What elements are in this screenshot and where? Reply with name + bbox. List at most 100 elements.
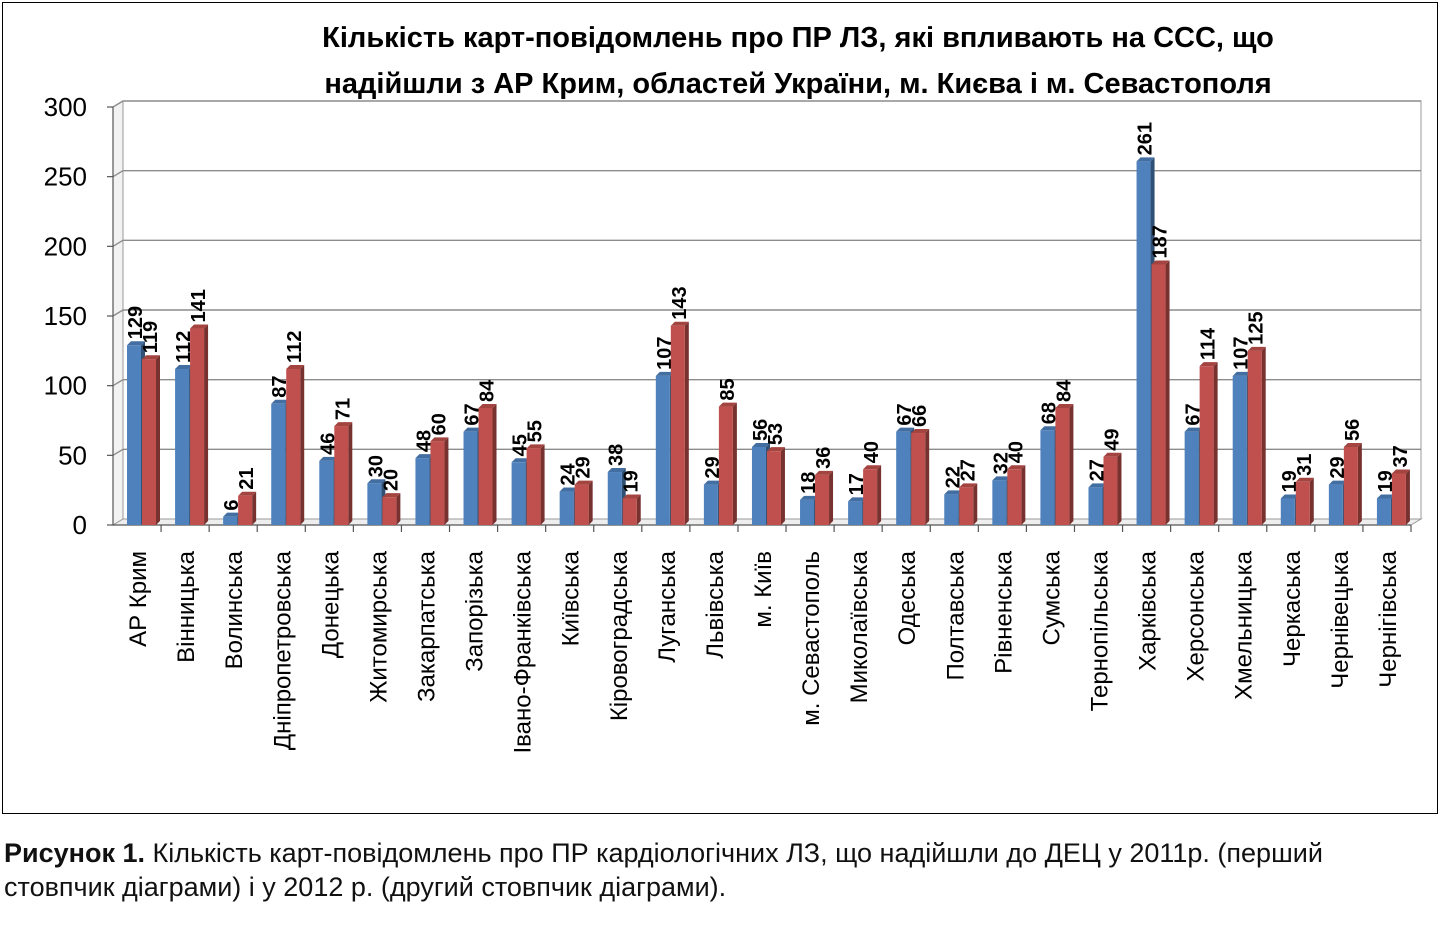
bar-top (559, 487, 578, 492)
data-label: 24 (558, 462, 580, 485)
bar-side (156, 355, 160, 525)
bar-top (848, 497, 867, 502)
bar-top (1295, 477, 1314, 482)
bar-2012 (526, 448, 541, 525)
x-category-label: Рівненська (990, 550, 1017, 673)
bar-top (334, 422, 353, 427)
x-category-label: Волинська (221, 550, 248, 669)
x-category-label: Запорізька (462, 550, 489, 671)
bar-2012 (1007, 469, 1022, 525)
bar-top (911, 429, 930, 434)
bar-2011 (848, 501, 863, 525)
data-label: 66 (909, 405, 931, 427)
figure-caption: Рисунок 1. Кількість карт-повідомлень пр… (4, 836, 1438, 904)
data-label: 129 (125, 306, 147, 339)
bar-top (286, 364, 305, 369)
bar-top (1088, 483, 1107, 488)
bar-top (1391, 469, 1410, 474)
bar-2011 (367, 483, 382, 525)
y-tick-label: 150 (44, 301, 87, 331)
bar-top (800, 495, 819, 500)
bar-side (1309, 477, 1314, 525)
gridline (112, 309, 1421, 317)
bar-2011 (703, 484, 718, 525)
data-label: 112 (173, 331, 195, 363)
bar-top (1151, 260, 1170, 265)
bar-2011 (1040, 430, 1055, 525)
bar-2012 (863, 469, 878, 525)
bar-2012 (911, 433, 926, 525)
bar-top (526, 444, 545, 449)
bar-top (190, 324, 209, 329)
bar-top (751, 442, 770, 447)
bar-top (382, 493, 401, 498)
bar-top (718, 402, 737, 407)
data-label: 67 (894, 403, 916, 425)
x-category-label: Житомирська (365, 550, 392, 702)
data-label: 114 (1198, 327, 1220, 360)
x-category-label: Івано-Франківська (510, 550, 537, 753)
bar-2011 (1088, 487, 1103, 525)
bar-2012 (622, 498, 637, 525)
data-label: 30 (365, 455, 387, 477)
x-category-label: м. Севастополь (798, 551, 825, 726)
x-category-label: Полтавська (942, 550, 969, 680)
bar-side (684, 321, 689, 525)
data-label: 22 (942, 466, 964, 488)
bar-2012 (190, 328, 205, 525)
bar-side (1165, 260, 1170, 525)
bar-2011 (175, 368, 190, 525)
bar-2012 (334, 426, 349, 525)
x-category-label: Миколаївська (846, 550, 873, 703)
data-label: 27 (1086, 459, 1108, 481)
bar-top (1103, 452, 1122, 457)
y-tick-label: 300 (44, 92, 87, 122)
data-label: 125 (1246, 311, 1268, 344)
data-label: 119 (140, 321, 162, 353)
bar-2012 (1103, 456, 1118, 525)
bar-side (540, 444, 545, 525)
x-category-label: Кіровоградська (606, 550, 633, 721)
bar-2012 (478, 407, 493, 525)
bar-top (319, 456, 338, 461)
bar-2012 (766, 451, 781, 525)
data-label: 67 (462, 403, 484, 425)
bar-side (252, 491, 257, 525)
x-category-label: Черкаська (1279, 550, 1306, 667)
bar-top (271, 399, 290, 404)
bar-top (703, 480, 722, 485)
bar-2011 (271, 403, 286, 525)
bar-2012 (1247, 350, 1262, 525)
y-tick-label: 250 (44, 162, 87, 192)
bar-top (142, 355, 160, 360)
bar-2011 (607, 472, 622, 525)
bar-top (944, 490, 963, 495)
bar-2011 (1328, 484, 1343, 525)
data-label: 45 (510, 434, 532, 456)
data-label: 40 (861, 441, 883, 463)
bar-top (959, 483, 978, 488)
data-label: 29 (573, 456, 595, 478)
data-label: 40 (1005, 441, 1027, 463)
x-category-label: Одеська (894, 550, 921, 645)
bar-top (896, 427, 915, 432)
data-label: 112 (284, 331, 306, 363)
bar-side (1357, 442, 1362, 525)
bar-top (175, 364, 194, 369)
data-label: 46 (317, 433, 339, 455)
data-label: 55 (525, 420, 547, 442)
data-label: 37 (1390, 445, 1412, 467)
bar-side (1021, 465, 1026, 525)
bar-2012 (1391, 473, 1406, 525)
data-label: 84 (1053, 379, 1075, 402)
bar-top (992, 476, 1011, 481)
bar-2011 (751, 446, 766, 525)
data-label: 38 (606, 444, 628, 466)
bar-2011 (127, 345, 141, 525)
data-label: 53 (765, 423, 787, 445)
bar-top (574, 480, 593, 485)
bar-top (1136, 157, 1155, 162)
bar-side (732, 402, 737, 525)
caption-label: Рисунок 1. (4, 838, 145, 868)
data-label: 84 (477, 379, 499, 402)
